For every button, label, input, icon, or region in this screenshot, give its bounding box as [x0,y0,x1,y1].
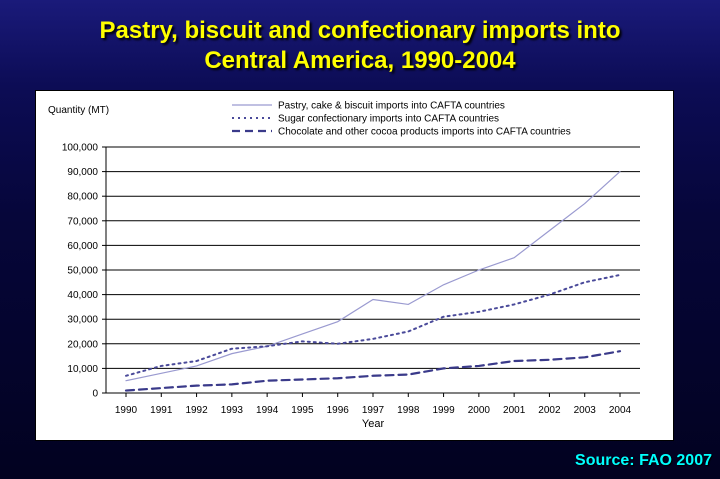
slide-title-line-2: Central America, 1990-2004 [204,47,516,74]
x-tick-label: 2000 [468,405,491,416]
series-line-3 [124,350,622,392]
x-tick-label: 1998 [397,405,420,416]
x-tick-label: 2002 [538,405,561,416]
legend-label-1: Pastry, cake & biscuit imports into CAFT… [278,101,505,112]
slide-title-line-1: Pastry, biscuit and confectionary import… [99,17,621,44]
x-tick-label: 1994 [256,405,279,416]
x-tick-label: 1991 [150,405,173,416]
x-tick-label: 2003 [574,405,597,416]
line-chart: Quantity (MT) 0 10,000 20,000 30,000 40,000 50… [48,101,640,430]
x-tick-label: 1996 [327,405,350,416]
y-tick-label: 90,000 [67,167,98,178]
series-line-1 [125,170,621,382]
series-line-2 [125,273,621,377]
y-tick-label: 10,000 [67,364,98,375]
y-tick-label: 0 [92,389,98,400]
y-tick-label: 50,000 [67,266,98,277]
x-tick-label: 1997 [362,405,385,416]
y-tick-label: 20,000 [67,339,98,350]
y-tick-label: 30,000 [67,315,98,326]
y-tick-label: 100,000 [62,143,99,154]
y-tick-label: 80,000 [67,192,98,203]
legend-label-2: Sugar confectionary imports into CAFTA c… [278,114,499,125]
source-label: Source: FAO 2007 [575,452,712,469]
x-tick-label: 1993 [221,405,244,416]
x-tick-label: 1999 [432,405,455,416]
x-tick-label: 1990 [115,405,138,416]
y-tick-label: 70,000 [67,216,98,227]
legend-label-3: Chocolate and other cocoa products impor… [278,127,571,138]
y-axis-label: Quantity (MT) [48,105,109,116]
x-tick-label: 1992 [185,405,208,416]
y-tick-label: 40,000 [67,290,98,301]
x-tick-label: 1995 [291,405,314,416]
y-tick-label: 60,000 [67,241,98,252]
chart-panel: Quantity (MT) 0 10,000 20,000 30,000 40,000 50… [35,90,674,441]
slide-title: Pastry, biscuit and confectionary import… [0,16,720,76]
x-tick-label: 2004 [609,405,632,416]
x-axis-label: Year [362,418,385,430]
x-tick-label: 2001 [503,405,526,416]
